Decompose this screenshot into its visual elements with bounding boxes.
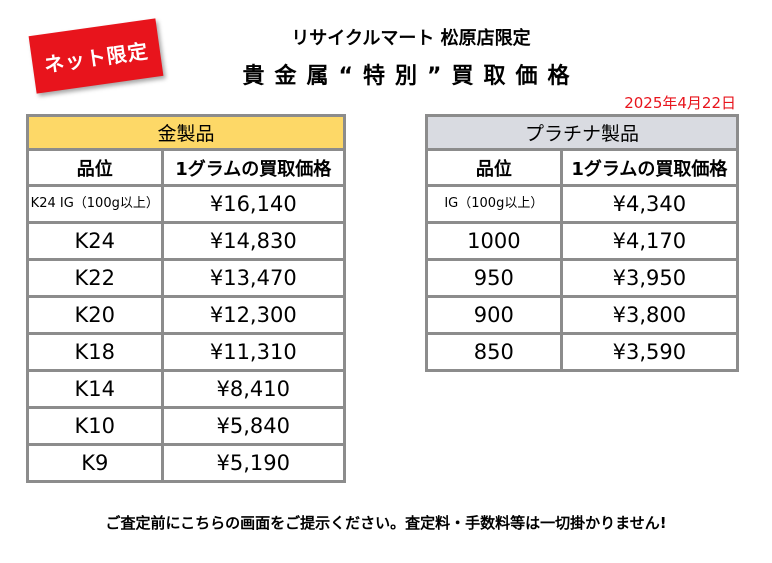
platinum-grade: 900: [425, 295, 563, 335]
gold-price: ¥5,840: [160, 406, 347, 446]
table-row: K24 IG（100g以上） ¥16,140: [26, 184, 347, 224]
price-date: 2025年4月22日: [624, 94, 736, 112]
gold-price: ¥16,140: [160, 184, 347, 224]
gold-grade: K24: [26, 221, 164, 261]
platinum-price: ¥3,590: [559, 332, 740, 372]
gold-price: ¥14,830: [160, 221, 347, 261]
platinum-price: ¥3,800: [559, 295, 740, 335]
gold-grade: K22: [26, 258, 164, 298]
gold-price: ¥12,300: [160, 295, 347, 335]
table-row: 850 ¥3,590: [425, 332, 740, 372]
table-row: K22 ¥13,470: [26, 258, 347, 298]
platinum-price: ¥4,340: [559, 184, 740, 224]
table-row: 1000 ¥4,170: [425, 221, 740, 261]
page-title: 貴金属“特別”買取価格: [242, 64, 580, 89]
gold-price: ¥13,470: [160, 258, 347, 298]
platinum-price: ¥4,170: [559, 221, 740, 261]
gold-grade: K18: [26, 332, 164, 372]
gold-price-header: 1グラムの買取価格: [160, 148, 347, 187]
platinum-grade-header: 品位: [425, 148, 563, 187]
gold-price: ¥11,310: [160, 332, 347, 372]
footer-note: ご査定前にこちらの画面をご提示ください。査定料・手数料等は一切掛かりません!: [105, 514, 667, 532]
platinum-grade: IG（100g以上）: [425, 184, 563, 224]
platinum-price-table: プラチナ製品 品位 1グラムの買取価格 IG（100g以上） ¥4,340 10…: [425, 114, 740, 372]
gold-grade: K10: [26, 406, 164, 446]
gold-grade: K24 IG（100g以上）: [26, 184, 164, 224]
platinum-table-heading: プラチナ製品: [425, 114, 739, 151]
gold-price: ¥5,190: [160, 443, 347, 483]
platinum-grade: 850: [425, 332, 563, 372]
gold-price-table: 金製品 品位 1グラムの買取価格 K24 IG（100g以上） ¥16,140 …: [26, 114, 347, 483]
table-row: K18 ¥11,310: [26, 332, 347, 372]
table-row: K14 ¥8,410: [26, 369, 347, 409]
platinum-grade: 1000: [425, 221, 563, 261]
gold-grade-header: 品位: [26, 148, 164, 187]
table-row: K20 ¥12,300: [26, 295, 347, 335]
gold-price: ¥8,410: [160, 369, 347, 409]
table-row: K24 ¥14,830: [26, 221, 347, 261]
store-name: リサイクルマート 松原店限定: [291, 28, 531, 49]
table-row: IG（100g以上） ¥4,340: [425, 184, 740, 224]
gold-grade: K14: [26, 369, 164, 409]
table-row: 900 ¥3,800: [425, 295, 740, 335]
platinum-grade: 950: [425, 258, 563, 298]
gold-grade: K9: [26, 443, 164, 483]
table-row: K9 ¥5,190: [26, 443, 347, 483]
platinum-price-header: 1グラムの買取価格: [559, 148, 740, 187]
gold-table-heading: 金製品: [26, 114, 346, 151]
table-row: 950 ¥3,950: [425, 258, 740, 298]
table-row: K10 ¥5,840: [26, 406, 347, 446]
gold-grade: K20: [26, 295, 164, 335]
platinum-price: ¥3,950: [559, 258, 740, 298]
